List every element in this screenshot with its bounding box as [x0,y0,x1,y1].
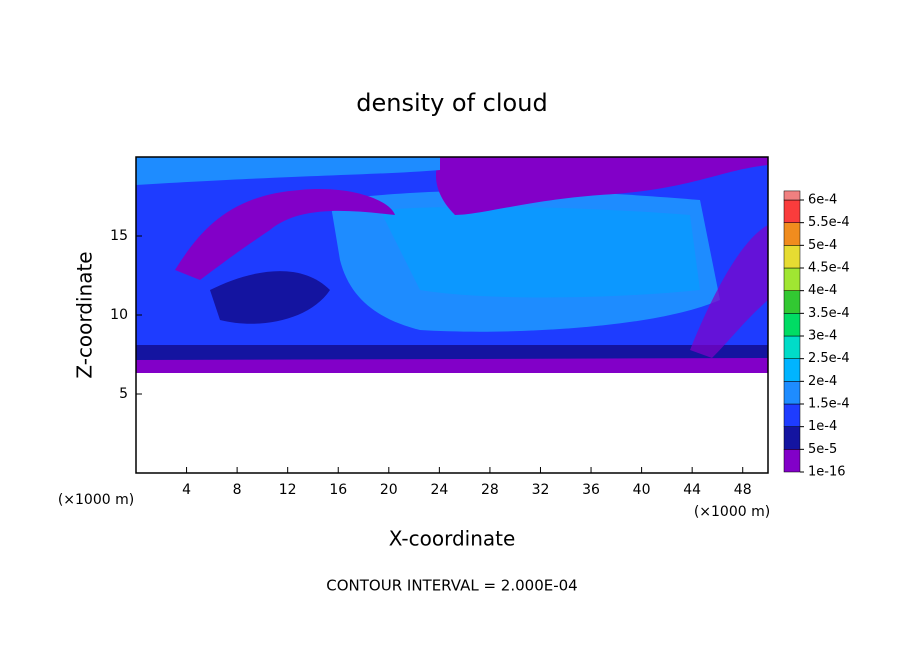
colorbar-label: 3.5e-4 [808,306,850,321]
colorbar-box [783,222,801,246]
field-region [175,189,395,280]
x-tick-label: 24 [430,482,448,498]
colorbar-box [783,381,801,405]
colorbar-box [783,335,801,359]
colorbar-label: 1.5e-4 [808,397,850,412]
x-unit-label: (×1000 m) [58,492,134,508]
colorbar-box [783,290,801,314]
field [136,157,768,373]
field-region [435,157,768,215]
colorbar-label: 1e-4 [808,419,837,434]
x-tick-label: 40 [633,482,651,498]
colorbar-label: 5.5e-4 [808,215,850,230]
colorbar-box [783,403,801,427]
x-tick-label: 20 [380,482,398,498]
colorbar-label: 6e-4 [808,193,837,208]
chart-title: density of cloud [356,89,547,117]
x-tick-label: 28 [481,482,499,498]
colorbar-label: 1e-16 [808,465,846,480]
footer: CONTOUR INTERVAL = 2.000E-04 [326,577,577,595]
x-tick-label: 8 [233,482,242,498]
colorbar-label: 4.5e-4 [808,261,850,276]
field-region [136,157,440,185]
x-tick-label: 36 [582,482,600,498]
field-region [690,225,768,358]
y-axis-title: Z-coordinate [73,251,97,378]
colorbar-box [783,199,801,223]
x-tick-label: 16 [329,482,347,498]
field-region [210,271,330,324]
colorbar-box [783,245,801,269]
x-tick-label: 12 [279,482,297,498]
colorbar-box [783,449,801,473]
field-region [136,358,768,373]
colorbar-box [783,267,801,291]
colorbar-label: 4e-4 [808,283,837,298]
colorbar-label: 2.5e-4 [808,351,850,366]
x-tick-label: 48 [734,482,752,498]
colorbar-label: 5e-5 [808,442,837,457]
colorbar-box [783,426,801,450]
x-axis-title: X-coordinate [389,527,516,551]
x-unit-label: (×1000 m) [694,504,770,520]
colorbar-box [783,358,801,382]
x-tick-label: 44 [683,482,701,498]
colorbar-label: 5e-4 [808,238,837,253]
colorbar-box [783,313,801,337]
y-tick-label: 10 [110,307,128,323]
x-tick-label: 4 [182,482,191,498]
y-tick-label: 5 [119,386,128,402]
y-tick-label: 15 [110,228,128,244]
field-region [380,206,700,298]
colorbar-box [783,190,801,201]
x-tick-label: 32 [532,482,550,498]
colorbar-label: 2e-4 [808,374,837,389]
colorbar-label: 3e-4 [808,329,837,344]
